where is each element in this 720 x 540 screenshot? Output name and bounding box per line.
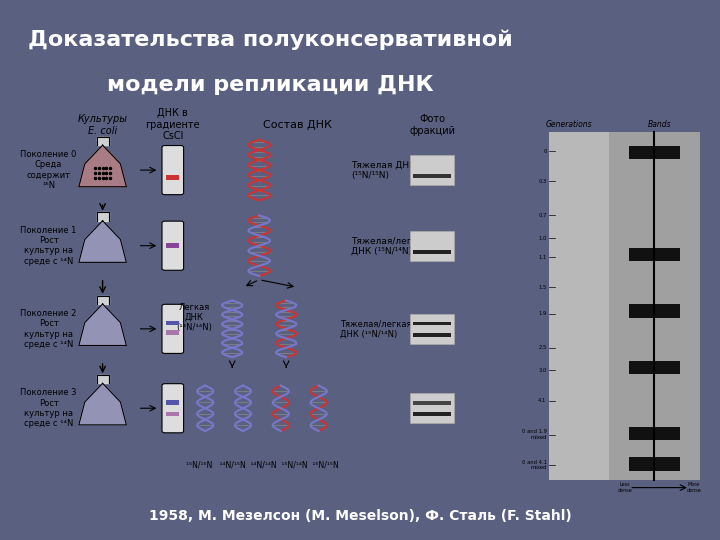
Text: Тяжелая ДНК
(¹⁵N/¹⁵N): Тяжелая ДНК (¹⁵N/¹⁵N) <box>351 160 415 180</box>
Polygon shape <box>79 221 127 262</box>
Polygon shape <box>96 295 109 304</box>
Text: Less
dense: Less dense <box>618 482 633 493</box>
Text: Поколение 0
Среда
содержит
¹⁵N: Поколение 0 Среда содержит ¹⁵N <box>20 150 77 190</box>
Text: Тяжелая/легкая
ДНК (¹⁵N/¹⁴N): Тяжелая/легкая ДНК (¹⁵N/¹⁴N) <box>351 236 428 255</box>
FancyBboxPatch shape <box>166 411 179 416</box>
FancyBboxPatch shape <box>410 231 454 261</box>
FancyBboxPatch shape <box>413 413 451 416</box>
Text: 1.1: 1.1 <box>539 254 546 260</box>
Text: Generations: Generations <box>546 120 592 129</box>
Polygon shape <box>79 145 127 187</box>
Text: Bands: Bands <box>648 120 671 129</box>
Text: 0 and 4.1
mixed: 0 and 4.1 mixed <box>521 460 546 470</box>
Text: Поколение 3
Рост
культур на
среде с ¹⁴N: Поколение 3 Рост культур на среде с ¹⁴N <box>20 388 77 428</box>
FancyBboxPatch shape <box>609 132 700 480</box>
FancyBboxPatch shape <box>166 176 179 180</box>
FancyBboxPatch shape <box>549 132 690 480</box>
Polygon shape <box>79 304 127 346</box>
FancyBboxPatch shape <box>629 145 680 159</box>
FancyBboxPatch shape <box>162 305 184 354</box>
FancyBboxPatch shape <box>629 247 680 261</box>
Text: 3.0: 3.0 <box>539 368 546 373</box>
FancyBboxPatch shape <box>166 330 179 335</box>
FancyBboxPatch shape <box>162 221 184 270</box>
FancyBboxPatch shape <box>413 174 451 178</box>
FancyBboxPatch shape <box>166 321 179 326</box>
Text: Тяжелая/легкая
ДНК (¹⁵N/¹⁴N): Тяжелая/легкая ДНК (¹⁵N/¹⁴N) <box>340 319 412 339</box>
FancyBboxPatch shape <box>629 457 680 470</box>
Text: 1.5: 1.5 <box>539 285 546 290</box>
Polygon shape <box>96 375 109 383</box>
FancyBboxPatch shape <box>629 361 680 374</box>
Text: 1.0: 1.0 <box>539 235 546 241</box>
Text: Поколение 1
Рост
культур на
среде с ¹⁴N: Поколение 1 Рост культур на среде с ¹⁴N <box>20 226 77 266</box>
Text: 1958, М. Мезелсон (M. Meselson), Ф. Сталь (F. Stahl): 1958, М. Мезелсон (M. Meselson), Ф. Стал… <box>148 509 572 523</box>
FancyBboxPatch shape <box>413 322 451 326</box>
FancyBboxPatch shape <box>413 401 451 405</box>
Text: 0.7: 0.7 <box>539 213 546 218</box>
Polygon shape <box>79 383 127 425</box>
FancyBboxPatch shape <box>413 333 451 337</box>
FancyBboxPatch shape <box>410 314 454 344</box>
FancyBboxPatch shape <box>413 250 451 254</box>
Text: Легкая
ДНК
(¹⁴N/¹⁴N): Легкая ДНК (¹⁴N/¹⁴N) <box>176 302 212 333</box>
Text: 1.9: 1.9 <box>539 311 546 316</box>
FancyBboxPatch shape <box>629 305 680 318</box>
FancyBboxPatch shape <box>162 383 184 433</box>
Text: модели репликации ДНК: модели репликации ДНК <box>107 75 433 95</box>
Text: ДНК в
градиенте
CsCl: ДНК в градиенте CsCl <box>145 108 200 141</box>
Polygon shape <box>96 137 109 145</box>
Text: Поколение 2
Рост
культур на
среде с ¹⁴N: Поколение 2 Рост культур на среде с ¹⁴N <box>20 309 77 349</box>
FancyBboxPatch shape <box>629 427 680 441</box>
Text: ¹⁵N/¹⁵N   ¹⁴N/¹⁵N  ¹⁴N/¹⁴N  ¹⁵N/¹⁴N  ¹⁵N/¹⁵N: ¹⁵N/¹⁵N ¹⁴N/¹⁵N ¹⁴N/¹⁴N ¹⁵N/¹⁴N ¹⁵N/¹⁵N <box>186 461 338 469</box>
Text: 2.5: 2.5 <box>539 345 546 350</box>
Text: 0 and 1.9
mixed: 0 and 1.9 mixed <box>521 429 546 440</box>
Text: Культуры
E. coli: Культуры E. coli <box>78 114 127 136</box>
Text: 4.1: 4.1 <box>539 398 546 403</box>
Polygon shape <box>96 212 109 221</box>
FancyBboxPatch shape <box>410 393 454 423</box>
Text: Доказательства полуконсервативной: Доказательства полуконсервативной <box>27 30 513 50</box>
FancyBboxPatch shape <box>166 400 179 405</box>
Text: 0: 0 <box>544 148 546 154</box>
FancyBboxPatch shape <box>410 155 454 185</box>
Text: Состав ДНК: Состав ДНК <box>263 120 331 130</box>
FancyBboxPatch shape <box>162 145 184 194</box>
Text: 0.3: 0.3 <box>539 179 546 184</box>
Text: More
dense: More dense <box>686 482 701 493</box>
FancyBboxPatch shape <box>166 244 179 248</box>
Text: Фото
фракций: Фото фракций <box>409 114 455 136</box>
